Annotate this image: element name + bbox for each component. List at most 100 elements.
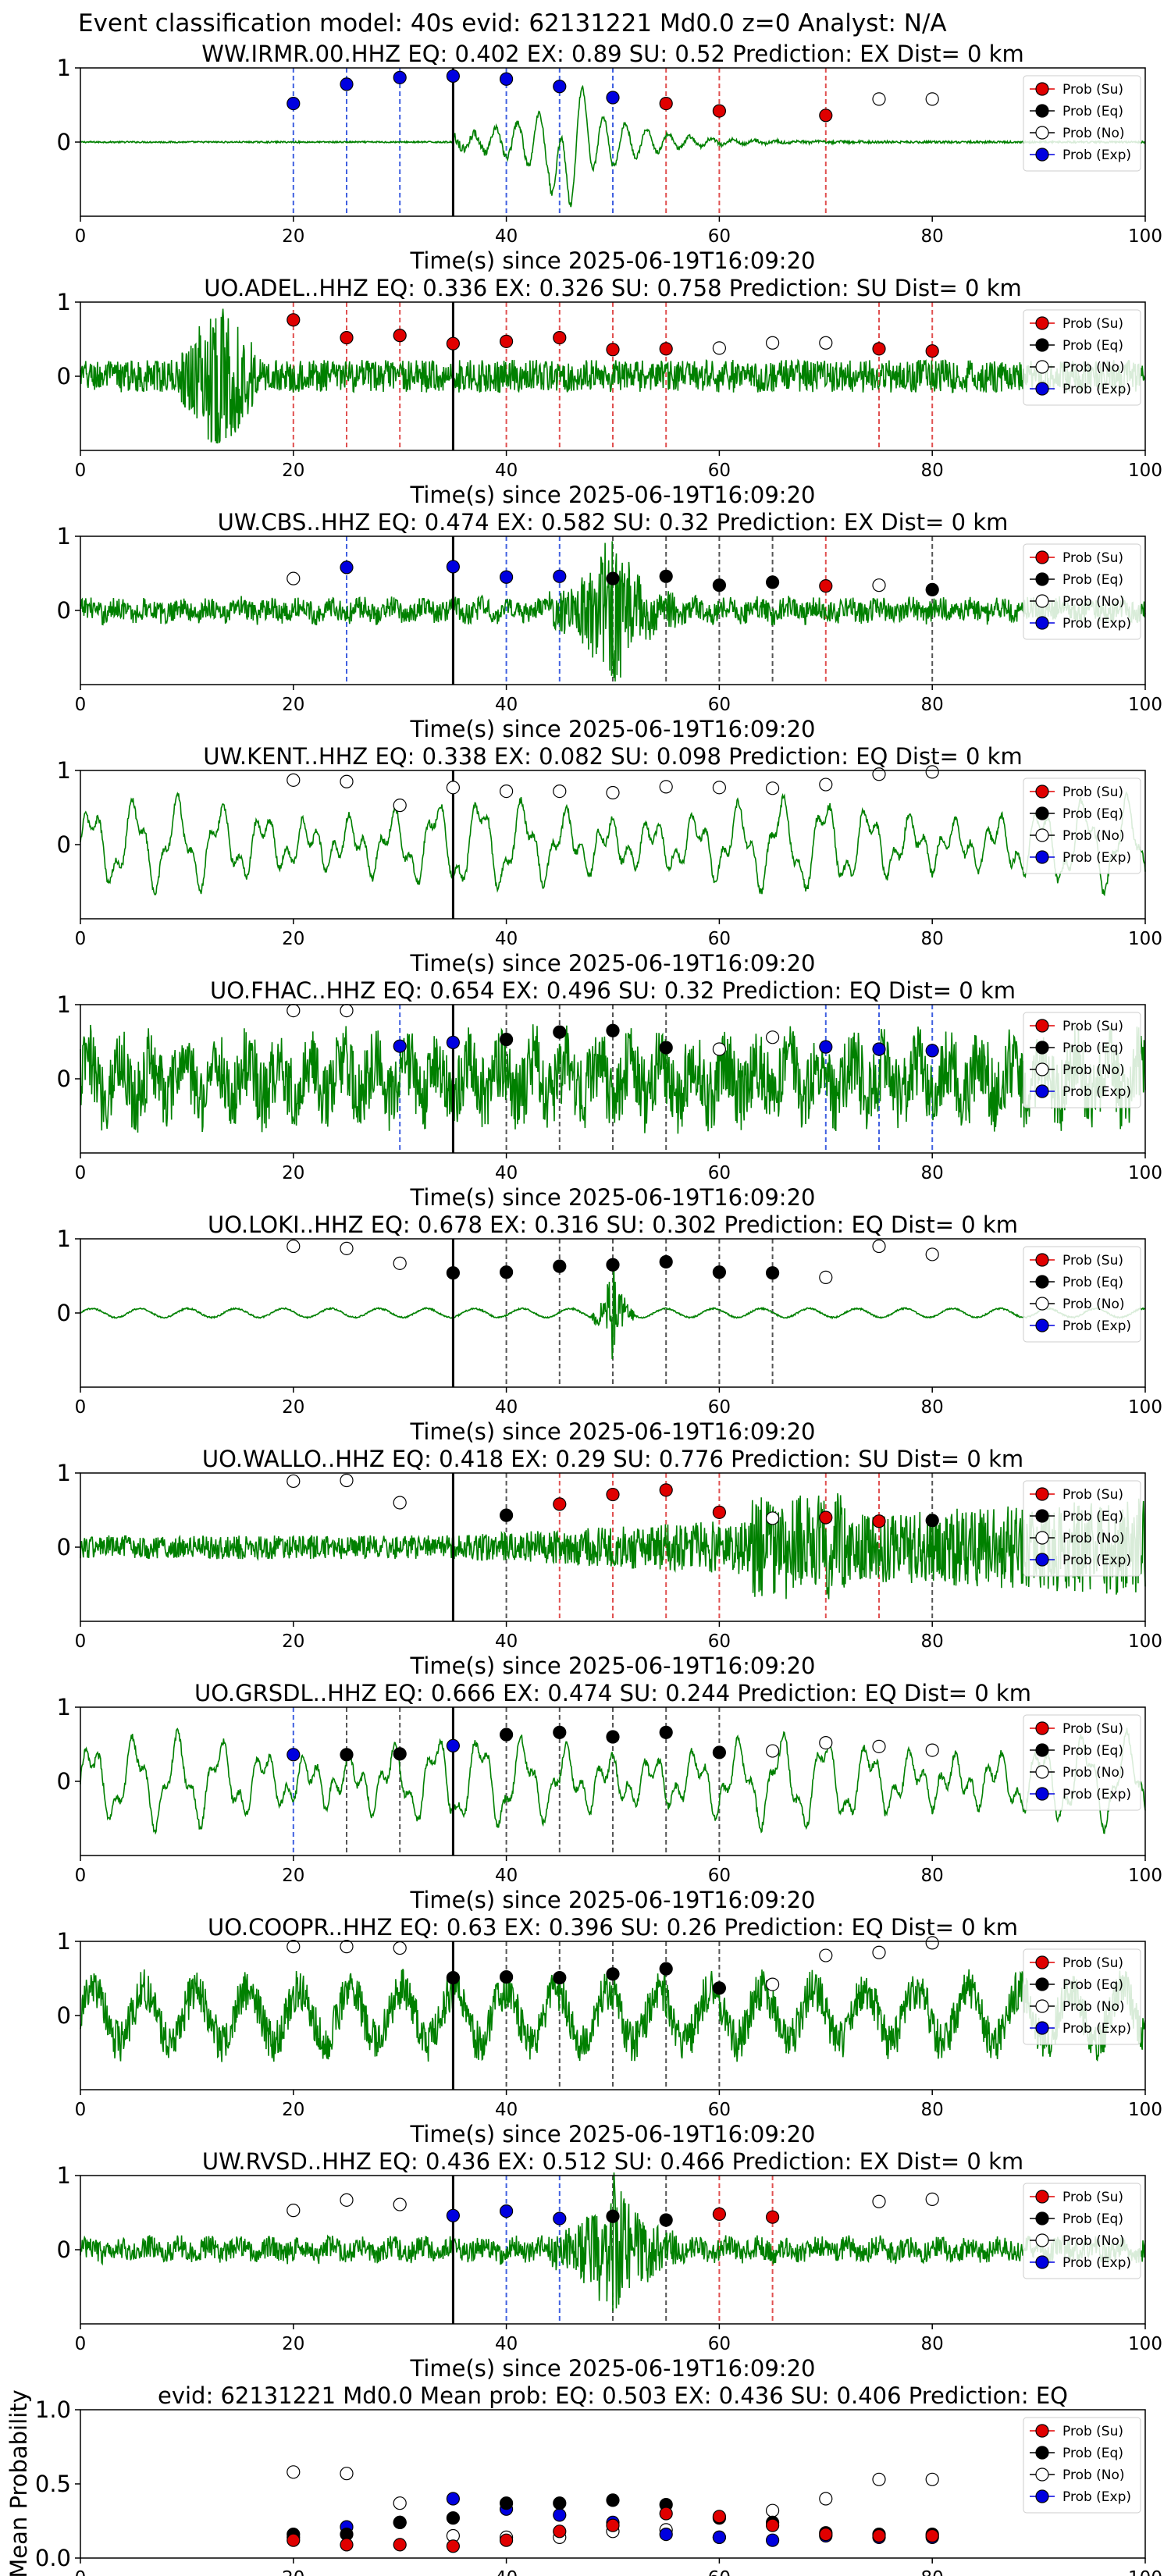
x-tick-label: 100: [1128, 1631, 1162, 1652]
y-tick-label: 1: [57, 991, 71, 1018]
point-no: [819, 1948, 833, 1962]
legend-label: Prob (Eq): [1062, 1041, 1123, 1056]
point-exp: [446, 1035, 461, 1050]
point-eq: [499, 1970, 514, 1984]
x-tick-label: 60: [708, 461, 731, 481]
x-tick-label: 100: [1128, 1397, 1162, 1418]
panel-uo-fhac-hhz: UO.FHAC..HHZ EQ: 0.654 EX: 0.496 SU: 0.3…: [57, 977, 1162, 1211]
legend-label: Prob (Su): [1062, 2190, 1123, 2205]
legend-box: [1023, 1948, 1141, 2045]
x-tick-label: 100: [1128, 1866, 1162, 1886]
y-tick-label: 0: [57, 1300, 71, 1326]
y-tick-label: 0: [57, 1534, 71, 1560]
point-no: [765, 1511, 780, 1525]
point-eq: [553, 1725, 567, 1739]
point-eq: [659, 1725, 673, 1739]
y-tick-label: 0: [57, 597, 71, 624]
point-no: [287, 1474, 301, 1489]
mean-point-su: [340, 2538, 354, 2552]
legend-label: Prob (No): [1062, 1297, 1125, 1312]
point-exp: [499, 2204, 514, 2218]
probability-points: [287, 1239, 939, 1285]
point-eq: [606, 1023, 620, 1037]
point-eq: [499, 1508, 514, 1522]
y-tick-label: 1: [57, 757, 71, 784]
x-tick-label: 100: [1128, 461, 1162, 481]
panel-uo-adel-hhz: UO.ADEL..HHZ EQ: 0.336 EX: 0.326 SU: 0.7…: [57, 275, 1162, 508]
legend-marker-no: [1035, 1531, 1049, 1545]
panel-title: UO.WALLO..HHZ EQ: 0.418 EX: 0.29 SU: 0.7…: [202, 1446, 1023, 1472]
y-axis-label: Mean Probability: [5, 2389, 32, 2576]
x-tick-label: 0: [75, 461, 87, 481]
point-eq: [765, 1266, 780, 1280]
legend-label: Prob (No): [1062, 1062, 1125, 1078]
point-eq: [499, 1033, 514, 1047]
legend-marker-no: [1035, 126, 1049, 140]
point-eq: [553, 1025, 567, 1039]
legend-marker-exp: [1035, 2255, 1049, 2269]
legend-marker-su: [1035, 1955, 1049, 1969]
point-su: [659, 1483, 673, 1497]
x-axis-label: Time(s) since 2025-06-19T16:09:20: [410, 1653, 816, 1679]
x-tick-label: 60: [708, 929, 731, 949]
legend-marker-eq: [1035, 2211, 1049, 2226]
x-tick-label: 40: [495, 2568, 518, 2576]
legend: Prob (Su) Prob (Eq) Prob (No) Prob (Exp): [1023, 1948, 1141, 2045]
point-no: [340, 1003, 354, 1018]
x-tick-label: 100: [1128, 695, 1162, 715]
x-tick-label: 0: [75, 1631, 87, 1652]
legend-label: Prob (Exp): [1062, 382, 1131, 397]
probability-points: [287, 1725, 939, 1762]
mean-point-su: [819, 2528, 833, 2542]
legend: Prob (Su) Prob (Eq) Prob (No) Prob (Exp): [1023, 1012, 1141, 1108]
legend-label: Prob (Eq): [1062, 1275, 1123, 1290]
panel-mean: evid: 62131221 Md0.0 Mean prob: EQ: 0.50…: [5, 2382, 1162, 2576]
legend-label: Prob (No): [1062, 2233, 1125, 2249]
point-su: [659, 97, 673, 111]
point-no: [446, 781, 461, 795]
point-exp: [287, 97, 301, 111]
probability-points: [287, 313, 939, 358]
x-tick-label: 20: [282, 2568, 304, 2576]
point-exp: [553, 2211, 567, 2226]
legend-marker-no: [1035, 1297, 1049, 1311]
legend-label: Prob (Su): [1062, 1955, 1123, 1971]
legend-marker-exp: [1035, 1318, 1049, 1332]
point-no: [925, 2192, 939, 2206]
mean-point-no: [925, 2472, 939, 2486]
y-tick-label: 0: [57, 1066, 71, 1092]
point-eq: [925, 582, 939, 597]
mean-point-su: [287, 2533, 301, 2547]
x-tick-label: 40: [495, 1866, 518, 1886]
legend-label: Prob (Su): [1062, 316, 1123, 332]
point-eq: [499, 1727, 514, 1742]
point-eq: [606, 1967, 620, 1981]
point-no: [287, 1003, 301, 1018]
x-tick-label: 80: [921, 1866, 944, 1886]
x-tick-label: 0: [75, 1397, 87, 1418]
point-no: [659, 780, 673, 794]
panel-uo-wallo-hhz: UO.WALLO..HHZ EQ: 0.418 EX: 0.29 SU: 0.7…: [57, 1446, 1162, 1679]
y-tick-label: 0: [57, 831, 71, 858]
legend-marker-no: [1035, 1999, 1049, 2013]
point-su: [712, 1505, 727, 1519]
legend-box: [1023, 777, 1141, 874]
x-tick-label: 80: [921, 226, 944, 247]
waveform-trace: [80, 1969, 1146, 2062]
point-no: [712, 1042, 727, 1056]
x-tick-label: 80: [921, 929, 944, 949]
point-eq: [446, 1970, 461, 1985]
x-axis-label: Time(s) since 2025-06-19T16:09:20: [410, 2121, 816, 2147]
x-tick-label: 0: [75, 2334, 87, 2354]
x-tick-label: 100: [1128, 2568, 1162, 2576]
x-tick-label: 80: [921, 2100, 944, 2120]
legend-label: Prob (Exp): [1062, 148, 1131, 163]
legend-marker-eq: [1035, 338, 1049, 352]
mean-point-su: [499, 2533, 514, 2547]
probability-points: [287, 765, 939, 813]
x-tick-label: 40: [495, 2334, 518, 2354]
point-su: [925, 344, 939, 358]
legend: Prob (Su) Prob (Eq) Prob (No) Prob (Exp): [1023, 1714, 1141, 1811]
legend-marker-no: [1035, 2467, 1049, 2482]
x-axis-label: Time(s) since 2025-06-19T16:09:20: [410, 1184, 816, 1211]
